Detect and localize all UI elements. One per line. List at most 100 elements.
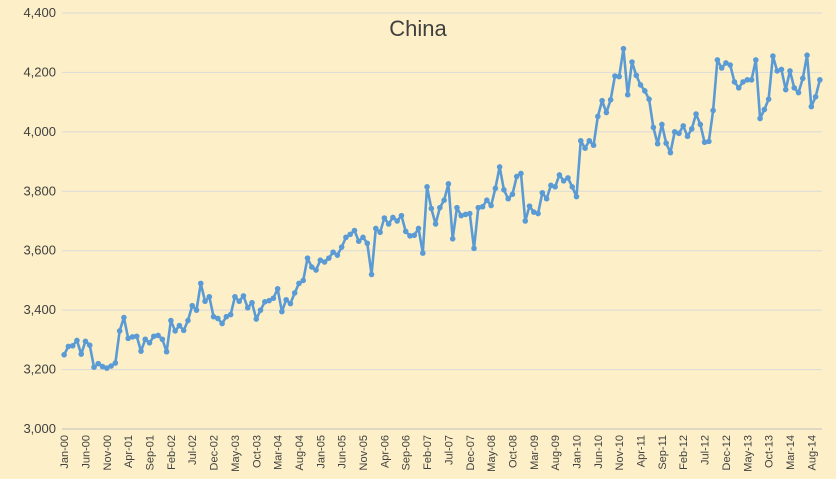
data-point <box>240 293 247 299</box>
data-point <box>432 221 439 227</box>
data-point <box>223 313 230 320</box>
x-tick-label: Mar-04 <box>273 435 285 470</box>
data-point <box>91 364 97 370</box>
data-point <box>317 257 324 264</box>
data-point <box>808 103 815 110</box>
x-tick-label: Sep-11 <box>657 435 669 470</box>
data-point <box>667 149 674 156</box>
data-point <box>215 315 221 322</box>
x-tick-label: Feb-12 <box>678 435 690 470</box>
data-point <box>475 204 482 211</box>
data-point <box>637 82 644 88</box>
data-point <box>735 85 742 91</box>
data-point <box>419 250 426 256</box>
x-tick-label: Feb-07 <box>422 435 434 470</box>
data-point <box>659 121 665 128</box>
data-point <box>381 215 388 221</box>
data-point <box>757 115 763 122</box>
series-line <box>62 47 822 370</box>
y-tick-label: 4,400 <box>23 5 56 20</box>
data-point <box>629 59 635 65</box>
data-point <box>279 308 285 315</box>
data-point <box>61 351 67 358</box>
x-tick-label: Sep-06 <box>401 435 413 470</box>
x-tick-label: Dec-02 <box>209 435 221 470</box>
x-tick-label: Jun-05 <box>337 435 349 469</box>
y-tick-label: 3,200 <box>23 362 56 377</box>
data-point <box>364 240 371 247</box>
x-tick-label: Jun-10 <box>593 435 605 469</box>
y-tick-label: 4,000 <box>23 124 56 139</box>
data-point <box>590 142 597 149</box>
data-point <box>82 338 89 345</box>
data-point <box>774 68 780 74</box>
data-point <box>462 211 469 218</box>
data-point <box>441 197 447 203</box>
data-point <box>616 73 622 80</box>
x-tick-label: Jun-00 <box>80 435 92 469</box>
data-point <box>548 182 554 189</box>
data-point <box>129 334 136 340</box>
data-point <box>693 111 699 117</box>
x-tick-label: Apr-06 <box>379 435 391 468</box>
data-point <box>795 89 802 96</box>
x-tick-label: Apr-11 <box>636 435 648 467</box>
data-point <box>748 77 755 83</box>
x-tick-label: Mar-14 <box>785 435 797 470</box>
data-point <box>394 218 400 224</box>
data-point <box>373 225 379 232</box>
data-point <box>654 140 661 147</box>
data-point <box>454 204 460 211</box>
data-point <box>770 53 776 59</box>
data-point <box>684 133 691 140</box>
series-points <box>61 45 823 371</box>
x-tick-label: Nov-10 <box>614 435 626 470</box>
x-tick-label: Dec-12 <box>721 435 733 470</box>
x-tick-label: Nov-05 <box>358 435 370 470</box>
data-point <box>539 189 546 196</box>
data-point <box>150 333 157 340</box>
data-point <box>411 232 418 239</box>
data-point <box>543 195 550 202</box>
data-point <box>210 313 217 320</box>
data-point <box>612 73 618 79</box>
data-point <box>676 130 682 137</box>
x-tick-label: Oct-08 <box>507 435 519 468</box>
data-point <box>428 205 435 212</box>
x-tick-label: Dec-07 <box>465 435 477 470</box>
data-point <box>710 107 716 114</box>
data-point <box>513 173 520 180</box>
data-point <box>714 57 721 63</box>
data-point <box>791 85 798 91</box>
data-point <box>437 204 443 211</box>
data-point <box>522 218 529 224</box>
y-axis-tick-labels: 3,000 3,200 3,400 3,600 3,800 4,000 4,200 4,400 <box>23 5 56 436</box>
data-point <box>313 267 319 273</box>
data-point <box>663 140 669 146</box>
data-point <box>377 229 383 236</box>
data-point <box>595 113 601 120</box>
data-point <box>287 300 294 307</box>
data-point <box>569 184 576 190</box>
x-tick-label: Jul-07 <box>443 435 455 465</box>
x-tick-label: Apr-01 <box>123 435 135 468</box>
data-point <box>334 252 341 258</box>
gridlines <box>62 12 822 430</box>
data-point <box>227 311 234 318</box>
data-point <box>176 322 183 329</box>
data-point <box>688 126 695 132</box>
data-point <box>355 238 362 245</box>
data-point <box>330 249 336 255</box>
data-point <box>116 328 123 334</box>
data-point <box>680 123 687 129</box>
x-tick-label: Jul-12 <box>700 435 712 465</box>
data-point <box>385 221 392 227</box>
x-tick-label: Nov-00 <box>102 435 114 470</box>
data-point <box>133 333 140 340</box>
data-point <box>172 328 178 334</box>
data-point <box>530 209 537 215</box>
data-point <box>723 60 729 66</box>
data-point <box>488 202 494 209</box>
data-point <box>283 296 289 303</box>
data-point <box>778 66 785 73</box>
